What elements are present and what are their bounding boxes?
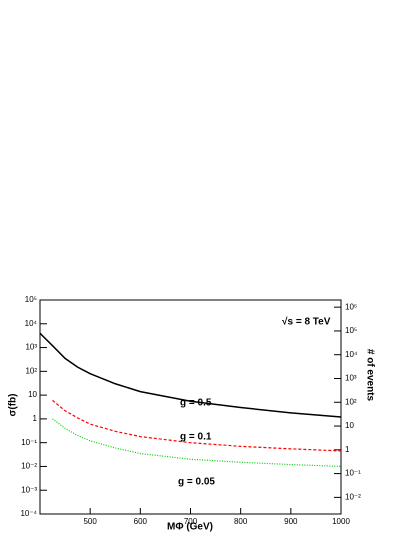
- annotation: g = 0.1: [180, 432, 212, 443]
- x-tick-label: 1000: [332, 517, 350, 526]
- annotation: √s = 8 TeV: [282, 317, 331, 328]
- y2-tick-label: 10⁴: [345, 350, 358, 359]
- y-tick-label: 10²: [25, 366, 37, 375]
- y2-tick-label: 10⁻²: [345, 492, 361, 501]
- annotation: g = 0.05: [178, 477, 215, 488]
- y2-tick-label: 10: [345, 421, 354, 430]
- y-tick-label: 10⁴: [25, 319, 38, 328]
- y-tick-label: 10⁻²: [21, 462, 37, 471]
- y2-tick-label: 10⁶: [345, 302, 357, 311]
- y2-axis-title: # of events: [364, 349, 375, 402]
- y-tick-label: 1: [33, 414, 38, 423]
- y-tick-label: 10⁵: [25, 295, 37, 304]
- y-axis-title: σ(fb): [8, 394, 19, 417]
- x-tick-label: 600: [134, 517, 148, 526]
- x-tick-label: 800: [234, 517, 248, 526]
- y2-tick-label: 10³: [345, 374, 357, 383]
- x-tick-label: 500: [83, 517, 97, 526]
- y2-tick-label: 10⁻¹: [345, 469, 361, 478]
- y-tick-label: 10³: [25, 343, 37, 352]
- series-line: [52, 418, 342, 468]
- y-tick-label: 10⁻⁴: [20, 509, 37, 518]
- x-tick-label: 900: [284, 517, 298, 526]
- series-line: [39, 332, 342, 418]
- series-line: [52, 399, 342, 452]
- y-tick-label: 10⁻³: [21, 485, 37, 494]
- y-tick-label: 10⁻¹: [21, 438, 37, 447]
- y2-tick-label: 10²: [345, 397, 357, 406]
- y2-tick-label: 10⁵: [345, 326, 357, 335]
- annotation: g = 0.5: [180, 398, 212, 409]
- x-axis-title: MΦ (GeV): [167, 522, 213, 533]
- y2-tick-label: 1: [345, 445, 350, 454]
- y-tick-label: 10: [28, 390, 37, 399]
- x-tick-label: 700: [184, 517, 198, 526]
